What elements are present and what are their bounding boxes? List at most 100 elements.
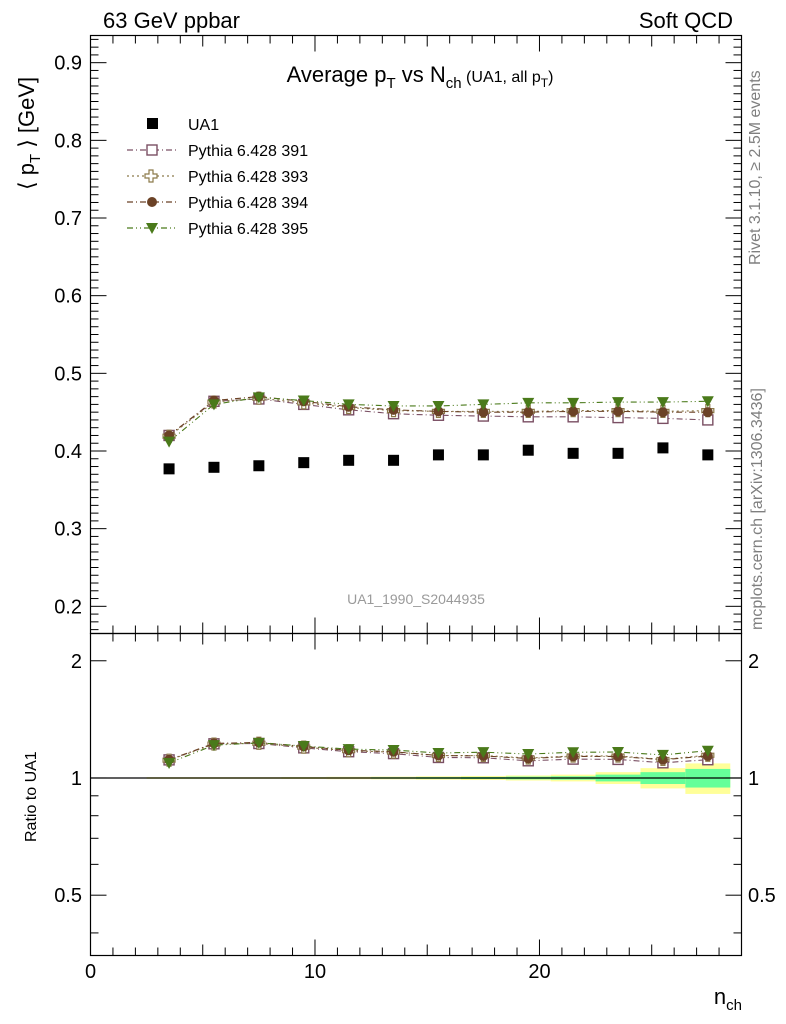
main-data-point xyxy=(701,396,714,408)
main-data-point xyxy=(657,407,668,418)
y-tick-label: 0.2 xyxy=(54,596,82,618)
ratio-panel: 0.5 0.5 1 1 2 2 Ratio to UA1 xyxy=(23,632,776,957)
legend-entry-391: Pythia 6.428 391 xyxy=(127,143,308,160)
legend-marker-ua1 xyxy=(147,118,158,129)
ratio-data-point xyxy=(612,747,625,759)
main-series-layer xyxy=(162,391,715,475)
main-data-point xyxy=(657,442,669,454)
legend-entry-395: Pythia 6.428 395 xyxy=(127,221,308,238)
main-tick-labels: 0.2 0.3 0.4 0.5 0.6 0.7 0.8 0.9 xyxy=(54,53,82,619)
main-data-point xyxy=(477,449,489,461)
y-tick-label: 0.9 xyxy=(54,53,82,75)
ratio-y-tick-label-right: 2 xyxy=(748,651,759,673)
ratio-data-point xyxy=(297,741,310,753)
plot-title: Average pT vs Nch (UA1, all pT) xyxy=(287,62,554,92)
mcplots-label: mcplots.cern.ch [arXiv:1306.3436] xyxy=(749,388,766,630)
analysis-watermark: UA1_1990_S2044935 xyxy=(347,591,485,607)
ratio-axis-ticks xyxy=(90,633,742,956)
main-data-point xyxy=(478,407,489,418)
legend-label-395: Pythia 6.428 395 xyxy=(188,221,308,238)
ratio-series-layer xyxy=(162,736,715,769)
legend-marker-394 xyxy=(147,197,157,207)
ratio-data-point xyxy=(701,745,714,757)
main-data-point xyxy=(522,444,534,456)
y-tick-label: 0.8 xyxy=(54,130,82,152)
legend-label-394: Pythia 6.428 394 xyxy=(188,195,308,212)
main-data-point xyxy=(522,397,535,409)
main-data-point xyxy=(253,460,265,472)
y-tick-label: 0.6 xyxy=(54,286,82,308)
legend-marker-393 xyxy=(144,169,158,183)
ratio-y-axis-label: Ratio to UA1 xyxy=(23,751,40,842)
ratio-uncertainty-band xyxy=(90,763,742,794)
header-left: 63 GeV ppbar xyxy=(103,8,240,33)
x-tick-label: 0 xyxy=(85,961,96,983)
x-tick-label: 20 xyxy=(528,961,550,983)
ratio-data-point xyxy=(387,744,400,756)
main-data-point xyxy=(523,407,534,418)
x-tick-labels: 0 10 20 xyxy=(85,961,551,983)
main-data-point xyxy=(613,406,624,417)
ratio-y-tick-label: 2 xyxy=(71,651,82,673)
main-series-0 xyxy=(163,442,714,475)
ratio-data-point xyxy=(252,737,265,749)
ratio-data-point xyxy=(163,757,176,769)
rivet-label: Rivet 3.1.10, ≥ 2.5M events xyxy=(747,70,764,265)
main-data-point xyxy=(477,399,490,411)
main-data-point xyxy=(567,397,580,409)
legend-entry-394: Pythia 6.428 394 xyxy=(127,195,308,212)
main-data-point xyxy=(432,400,445,412)
ratio-data-point xyxy=(432,748,445,760)
ratio-data-point xyxy=(522,749,535,761)
main-data-point xyxy=(388,454,400,466)
main-data-point xyxy=(343,454,355,466)
ratio-data-point xyxy=(567,747,580,759)
legend-marker-391 xyxy=(146,144,158,156)
main-panel: 0.2 0.3 0.4 0.5 0.6 0.7 0.8 0.9 Average pT vs N… xyxy=(14,34,743,635)
ratio-y-tick-label-right: 0.5 xyxy=(748,885,776,907)
main-data-point xyxy=(298,457,310,469)
legend-label-ua1: UA1 xyxy=(188,117,219,134)
main-data-point xyxy=(656,397,669,409)
main-data-point xyxy=(208,461,220,473)
legend: UA1 Pythia 6.428 391 Pythia 6.428 393 Py… xyxy=(127,117,308,238)
y-tick-label: 0.4 xyxy=(54,441,82,463)
main-series-4 xyxy=(163,392,714,448)
x-tick-label: 10 xyxy=(304,961,326,983)
main-data-point xyxy=(252,392,265,404)
main-data-point xyxy=(567,447,579,459)
legend-marker-395 xyxy=(146,223,158,234)
main-data-point xyxy=(432,449,444,461)
main-data-point xyxy=(297,395,310,407)
main-data-point xyxy=(568,406,579,417)
legend-entry-393: Pythia 6.428 393 xyxy=(127,169,308,186)
main-data-point xyxy=(387,400,400,412)
ratio-y-tick-label: 0.5 xyxy=(54,885,82,907)
ratio-tick-labels: 0.5 0.5 1 1 2 2 xyxy=(54,651,776,907)
main-data-point xyxy=(207,399,220,411)
main-data-point xyxy=(612,397,625,409)
main-series-3 xyxy=(164,391,713,441)
main-data-point xyxy=(612,447,624,459)
y-tick-label: 0.3 xyxy=(54,519,82,541)
legend-label-391: Pythia 6.428 391 xyxy=(188,143,308,160)
main-data-point xyxy=(163,436,176,448)
ratio-y-tick-label-right: 1 xyxy=(748,768,759,790)
y-tick-label: 0.7 xyxy=(54,208,82,230)
main-data-point xyxy=(342,399,355,411)
legend-label-393: Pythia 6.428 393 xyxy=(188,169,308,186)
ratio-data-point xyxy=(207,740,220,752)
main-axis-ticks xyxy=(90,35,742,634)
main-data-point xyxy=(163,463,175,475)
ratio-plot-frame xyxy=(89,632,743,957)
ratio-series-3 xyxy=(163,737,714,769)
ratio-data-point xyxy=(342,744,355,756)
main-data-point xyxy=(702,407,713,418)
ratio-data-point xyxy=(477,747,490,759)
legend-entry-ua1: UA1 xyxy=(147,117,219,134)
header-right: Soft QCD xyxy=(639,8,733,33)
ratio-y-tick-label: 1 xyxy=(71,768,82,790)
main-data-point xyxy=(702,449,714,461)
ratio-data-point xyxy=(656,749,669,761)
